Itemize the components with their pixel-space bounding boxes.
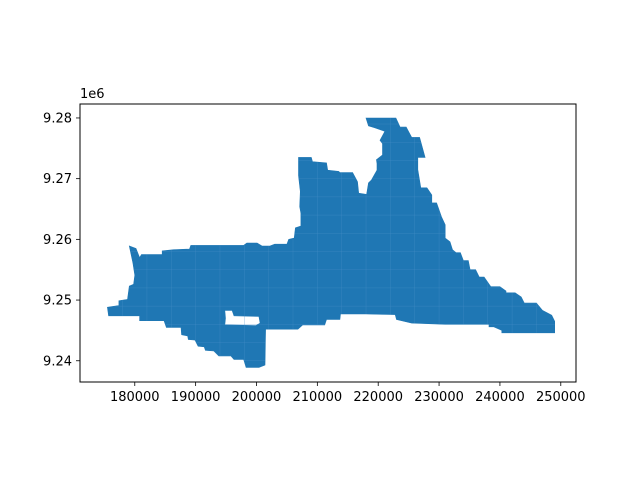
y-tick-label: 9.28 [43,111,72,126]
axes-frame [79,103,577,383]
region-polygon [107,117,555,368]
y-tick-label: 9.27 [43,172,72,187]
x-tick-label: 180000 [110,390,160,405]
y-tick-label: 9.26 [43,233,72,248]
x-axis: 180000 190000 200000 210000 220000 230000 2400… [110,382,586,405]
y-axis-offset-label: 1e6 [80,87,105,102]
x-tick-label: 220000 [353,390,403,405]
x-tick-label: 230000 [414,390,464,405]
x-tick-label: 190000 [171,390,221,405]
x-tick-label: 240000 [475,390,525,405]
x-tick-label: 250000 [536,390,586,405]
x-tick-label: 210000 [293,390,343,405]
y-tick-label: 9.24 [43,354,72,369]
x-tick-label: 200000 [232,390,282,405]
y-tick-label: 9.25 [43,294,72,309]
y-axis: 9.24 9.25 9.26 9.27 9.28 [43,111,80,369]
